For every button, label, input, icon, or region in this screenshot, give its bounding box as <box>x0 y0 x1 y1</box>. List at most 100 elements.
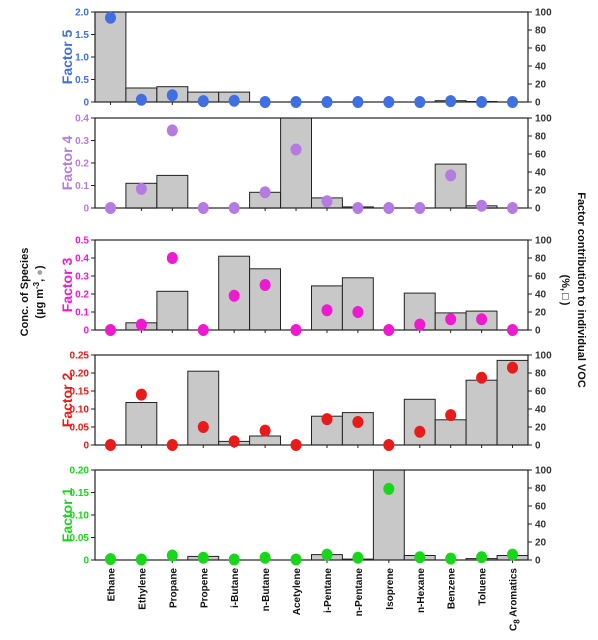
point-factor-2-10 <box>414 425 426 438</box>
bar-factor-2-3 <box>187 370 220 446</box>
right-tick-label-factor-5: 40 <box>535 62 547 73</box>
category-label-4: i-Butane <box>230 568 241 608</box>
bar-factor-4-6 <box>280 117 313 209</box>
point-factor-2-1 <box>135 388 147 401</box>
right-tick-label-factor-2: 60 <box>535 387 547 398</box>
point-factor-2-13 <box>507 361 518 374</box>
point-factor-3-13 <box>507 324 518 336</box>
right-tick-label-factor-1: 80 <box>535 484 547 495</box>
panel-factor-2: 0 0.05 0.10 0.15 0.20 0.25 0 20 40 60 80 100 Factor … <box>59 351 552 452</box>
right-tick-label-factor-2: 100 <box>535 351 552 362</box>
panel-factor-1: 0 0.05 0.10 0.15 0.20 0 20 40 60 80 100 Factor 1 <box>59 466 552 567</box>
point-factor-2-0 <box>105 439 116 451</box>
point-factor-3-5 <box>259 279 271 291</box>
point-factor-1-0 <box>105 553 116 566</box>
right-tick-label-factor-1: 40 <box>535 520 547 531</box>
point-factor-4-13 <box>507 202 518 214</box>
bar-factor-2-12 <box>465 379 498 446</box>
panel-factor-4: 0 0.1 0.2 0.3 0.4 0 20 40 60 80 100 Factor 4 <box>59 114 552 215</box>
category-labels: Ethane Ethylene Propane Propene i-Butane n-Bu… <box>107 568 522 631</box>
point-factor-3-2 <box>166 252 178 264</box>
point-factor-4-7 <box>321 195 333 208</box>
left-tick-label-factor-2: 0 <box>83 441 89 452</box>
point-factor-5-11 <box>445 95 457 108</box>
right-tick-label-factor-5: 20 <box>535 80 547 91</box>
point-factor-3-7 <box>321 304 333 317</box>
right-tick-label-factor-4: 20 <box>535 186 547 197</box>
bar-factor-2-5 <box>249 435 282 446</box>
left-tick-label-factor-2: 0.20 <box>70 369 90 380</box>
category-label-0: Ethane <box>107 568 118 602</box>
point-factor-5-2 <box>166 89 178 102</box>
frame-factor-1 <box>94 469 529 561</box>
right-tick-label-factor-1: 0 <box>535 556 541 567</box>
factor-title-factor-3: Factor 3 <box>59 258 75 313</box>
right-tick-label-factor-4: 60 <box>535 150 547 161</box>
point-factor-2-7 <box>321 413 333 426</box>
right-tick-label-factor-2: 40 <box>535 405 547 416</box>
left-tick-label-factor-2: 0.25 <box>70 351 90 362</box>
left-axis-units: (µg m-3, ●) <box>32 265 46 318</box>
point-factor-3-8 <box>352 306 364 318</box>
bar-factor-2-1 <box>125 402 158 446</box>
point-factor-4-1 <box>135 182 147 195</box>
left-tick-label-factor-3: 0.1 <box>75 308 89 319</box>
panel-factor-3: 0 0.1 0.2 0.3 0.4 0.5 0 20 40 60 80 100 Factor 3 <box>59 236 552 337</box>
point-factor-4-0 <box>105 202 116 214</box>
right-tick-label-factor-1: 20 <box>535 538 547 549</box>
category-label-12: Toluene <box>478 568 489 606</box>
right-tick-label-factor-3: 60 <box>535 272 547 283</box>
point-factor-1-1 <box>135 553 147 566</box>
point-factor-1-13 <box>507 548 518 561</box>
panels-group: 0 0.5 1.0 1.5 2.0 0 20 40 60 80 100 Factor 5 0 0.1 0.2… <box>59 8 552 567</box>
point-factor-1-9 <box>383 482 395 495</box>
factor-title-factor-1: Factor 1 <box>59 488 75 543</box>
left-tick-label-factor-5: 0 <box>83 98 89 109</box>
point-factor-2-9 <box>383 439 395 451</box>
point-factor-2-5 <box>259 424 271 437</box>
category-label-5: n-Butane <box>261 568 272 612</box>
point-factor-3-1 <box>135 318 147 331</box>
right-tick-label-factor-3: 0 <box>535 326 541 337</box>
right-tick-label-factor-4: 0 <box>535 204 541 215</box>
point-factor-5-6 <box>290 96 302 108</box>
point-factor-5-8 <box>352 96 364 108</box>
left-tick-label-factor-3: 0.5 <box>75 236 89 247</box>
right-tick-label-factor-5: 60 <box>535 44 547 55</box>
right-tick-label-factor-5: 0 <box>535 98 541 109</box>
point-factor-1-11 <box>445 552 457 565</box>
panel-factor-5: 0 0.5 1.0 1.5 2.0 0 20 40 60 80 100 Factor 5 <box>59 8 552 109</box>
point-factor-1-10 <box>414 551 426 564</box>
frame-factor-2 <box>94 354 529 446</box>
gray-circle-glyph: ● <box>34 269 46 276</box>
left-tick-label-factor-3: 0.4 <box>75 254 89 265</box>
right-tick-label-factor-4: 80 <box>535 132 547 143</box>
left-tick-label-factor-1: 0.05 <box>70 533 90 544</box>
category-label-13: C8 Aromatics <box>509 568 522 631</box>
bar-factor-3-5 <box>249 268 282 331</box>
left-tick-label-factor-1: 0.20 <box>70 466 90 477</box>
left-tick-label-factor-4: 0.2 <box>75 159 89 170</box>
point-factor-4-4 <box>228 202 240 214</box>
point-factor-2-8 <box>352 416 364 428</box>
left-tick-label-factor-3: 0.3 <box>75 272 89 283</box>
left-tick-label-factor-2: 0.10 <box>70 405 90 416</box>
category-label-7: i-Pentane <box>323 568 334 613</box>
point-factor-3-9 <box>383 324 395 336</box>
right-tick-label-factor-3: 100 <box>535 236 552 247</box>
point-factor-1-5 <box>259 551 271 564</box>
left-tick-label-factor-5: 0.5 <box>75 75 89 86</box>
point-factor-2-4 <box>228 435 240 448</box>
right-tick-label-factor-2: 20 <box>535 423 547 434</box>
point-factor-4-2 <box>166 124 178 137</box>
left-tick-label-factor-5: 2.0 <box>75 8 89 19</box>
category-label-3: Propene <box>199 568 210 608</box>
point-factor-4-11 <box>445 169 457 182</box>
right-axis-title: Factor contribution to individual VOC <box>575 192 587 388</box>
right-tick-label-factor-1: 100 <box>535 466 552 477</box>
point-factor-4-8 <box>352 202 364 214</box>
point-factor-5-13 <box>507 96 518 108</box>
right-tick-label-factor-2: 0 <box>535 441 541 452</box>
factor-title-factor-2: Factor 2 <box>59 373 75 428</box>
